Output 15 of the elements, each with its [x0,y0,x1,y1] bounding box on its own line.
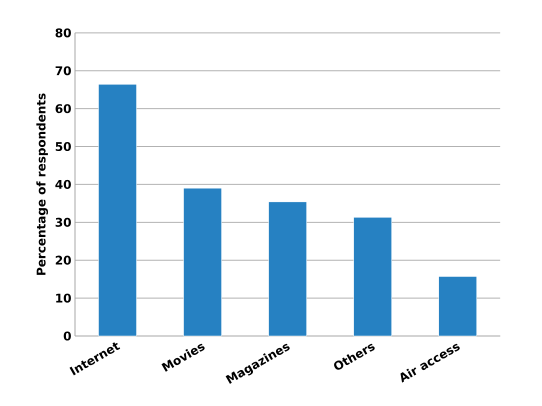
y-tick-label: 30 [56,218,71,227]
y-tick-label: 50 [56,142,71,152]
y-tick-label: 70 [56,66,71,76]
y-tick-label: 0 [64,331,71,341]
bar [183,188,222,336]
bar [268,202,307,336]
bar [353,217,392,336]
bar [438,276,477,336]
y-tick-label: 80 [56,28,71,38]
y-tick-label: 40 [55,180,71,189]
y-tick-label: 20 [56,256,71,265]
bar [98,84,137,336]
y-axis-title: Percentage of respondents [36,93,48,275]
y-tick-label: 10 [56,294,71,303]
y-tick-label: 60 [56,104,71,114]
